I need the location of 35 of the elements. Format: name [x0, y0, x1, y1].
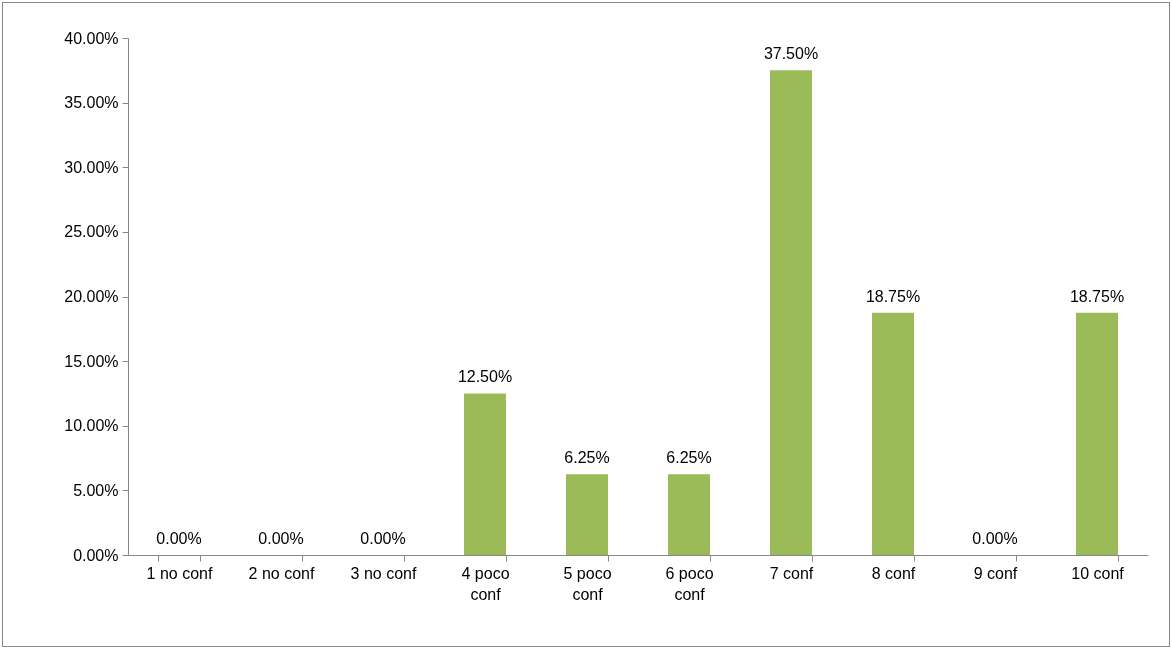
- x-tick-label: 9 conf: [973, 564, 1018, 582]
- data-label: 0.00%: [258, 530, 304, 547]
- y-tick-label: 20.00%: [64, 288, 119, 305]
- data-label: 6.25%: [666, 449, 712, 467]
- y-tick-label: 10.00%: [64, 417, 119, 435]
- x-tick-label: 2 no conf: [248, 564, 315, 582]
- bar: [1076, 312, 1118, 555]
- data-label: 0.00%: [156, 530, 202, 547]
- x-tick-label: 3 no conf: [350, 564, 417, 582]
- x-tick-label: 5 poco conf: [563, 564, 612, 603]
- y-tick-label: 40.00%: [64, 29, 119, 47]
- data-label: 6.25%: [564, 449, 610, 467]
- y-tick-label: 5.00%: [73, 481, 119, 499]
- bar: [566, 474, 608, 555]
- bar: [668, 474, 710, 555]
- x-tick-label: 8 conf: [871, 564, 916, 582]
- y-tick-label: 0.00%: [73, 546, 119, 564]
- x-tick-label: 10 conf: [1071, 564, 1125, 582]
- data-label: 37.50%: [763, 45, 819, 63]
- x-tick-label: 4 poco conf: [461, 564, 510, 603]
- data-label: 18.75%: [1069, 287, 1125, 305]
- x-tick-label: 6 poco conf: [665, 564, 714, 603]
- y-tick-label: 30.00%: [64, 158, 119, 176]
- data-label: 0.00%: [360, 530, 406, 547]
- y-tick-label: 35.00%: [64, 94, 119, 112]
- data-label: 18.75%: [865, 287, 921, 305]
- bar: [872, 312, 914, 555]
- y-tick-label: 25.00%: [64, 223, 119, 241]
- x-tick-label: 7 conf: [769, 564, 814, 582]
- data-label: 12.50%: [457, 368, 513, 386]
- x-tick-label: 1 no conf: [146, 564, 213, 582]
- y-tick-label: 15.00%: [64, 352, 119, 370]
- bar: [770, 70, 812, 555]
- bar: [464, 393, 506, 555]
- data-label: 0.00%: [972, 530, 1018, 547]
